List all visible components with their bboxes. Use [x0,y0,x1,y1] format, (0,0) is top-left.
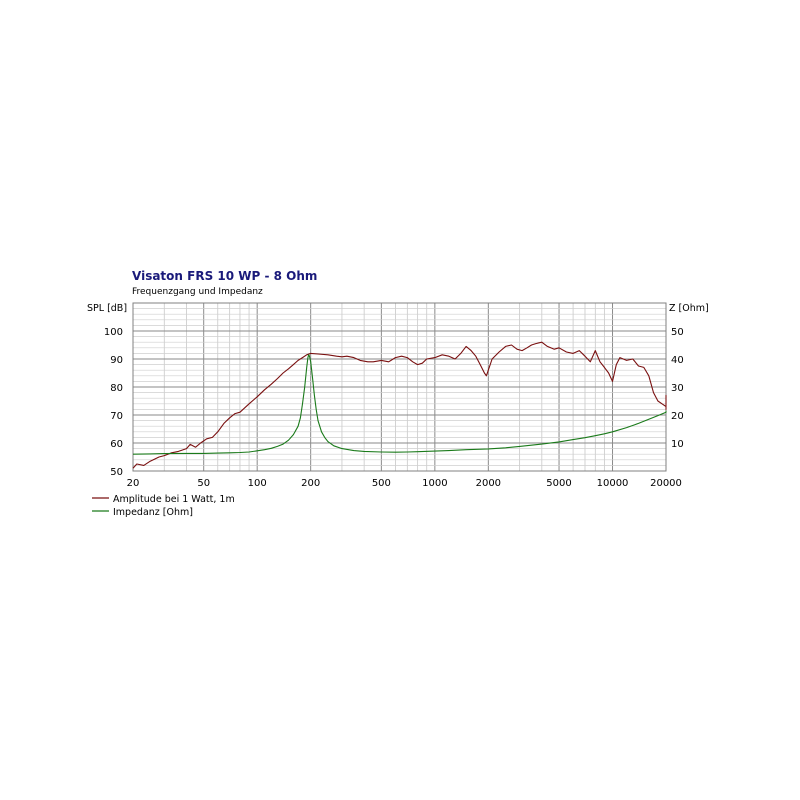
y-tick-label: 100 [104,327,123,338]
y2-tick-label: 50 [671,327,684,338]
y-tick-label: 70 [110,411,123,422]
x-tick-label: 100 [248,478,267,489]
x-tick-label: 50 [197,478,210,489]
y-tick-label: 50 [110,467,123,478]
impedance-series-line [132,354,667,455]
chart-title: Visaton FRS 10 WP - 8 Ohm [132,269,317,283]
y2-tick-label: 40 [671,355,684,366]
y-tick-label: 80 [110,383,123,394]
y2-tick-label: 30 [671,383,684,394]
x-tick-label: 5000 [546,478,571,489]
x-tick-label: 200 [301,478,320,489]
y-tick-label: 60 [110,439,123,450]
x-tick-label: 1000 [422,478,447,489]
x-tick-label: 2000 [476,478,501,489]
chart-subtitle: Frequenzgang und Impedanz [132,287,263,297]
x-tick-label: 10000 [597,478,629,489]
plot-frame [132,302,667,472]
y2-tick-label: 20 [671,411,684,422]
legend-label-amplitude: Amplitude bei 1 Watt, 1m [113,494,235,505]
legend: Amplitude bei 1 Watt, 1m Impedanz [Ohm] [92,494,235,518]
legend-label-impedance: Impedanz [Ohm] [113,507,193,518]
amplitude-series-line [132,341,667,469]
x-tick-label: 500 [372,478,391,489]
grid [132,302,667,472]
axis-ticks: 20 50 100 200 500 1000 2000 5000 10000 20000 50 60 7… [104,327,684,489]
y2-axis-label: Z [Ohm] [669,303,709,314]
series-lines [132,341,667,469]
x-tick-label: 20000 [650,478,682,489]
x-tick-label: 20 [127,478,140,489]
y-axis-label: SPL [dB] [87,303,127,314]
y-tick-label: 90 [110,355,123,366]
y2-tick-label: 10 [671,439,684,450]
